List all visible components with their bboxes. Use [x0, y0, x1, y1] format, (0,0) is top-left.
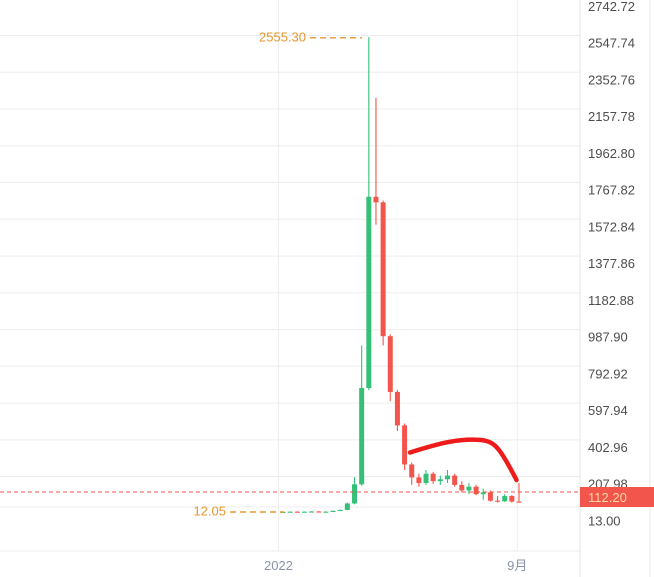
svg-text:112.20: 112.20 [588, 490, 627, 505]
svg-text:1962.80: 1962.80 [588, 146, 635, 161]
svg-text:1767.82: 1767.82 [588, 183, 635, 198]
svg-text:1572.84: 1572.84 [588, 219, 635, 234]
svg-text:9月: 9月 [507, 558, 527, 573]
svg-text:402.96: 402.96 [588, 440, 628, 455]
svg-text:2022: 2022 [264, 558, 293, 573]
svg-text:597.94: 597.94 [588, 403, 628, 418]
svg-text:1182.88: 1182.88 [588, 293, 634, 308]
svg-text:1377.86: 1377.86 [588, 256, 635, 271]
svg-text:13.00: 13.00 [588, 514, 621, 529]
svg-text:2555.30: 2555.30 [259, 30, 306, 45]
svg-text:792.92: 792.92 [588, 366, 628, 381]
svg-text:2742.72: 2742.72 [588, 0, 635, 14]
svg-text:987.90: 987.90 [588, 330, 628, 345]
svg-text:12.05: 12.05 [193, 504, 226, 519]
svg-text:2157.78: 2157.78 [588, 109, 635, 124]
svg-text:2547.74: 2547.74 [588, 36, 635, 51]
svg-text:2352.76: 2352.76 [588, 72, 635, 87]
